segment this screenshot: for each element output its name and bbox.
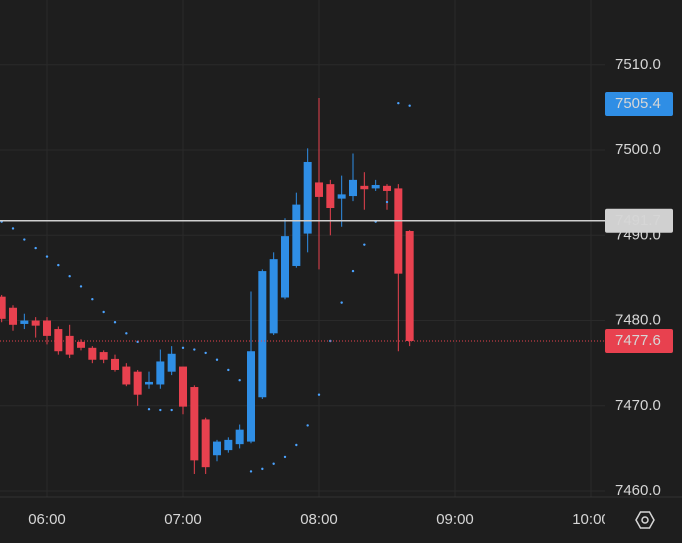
candle-body: [65, 335, 74, 355]
sar-dot: [23, 238, 26, 241]
sar-dot: [147, 407, 151, 411]
sar-dot: [385, 200, 389, 204]
sar-dot: [204, 351, 207, 355]
sar-dot: [170, 408, 173, 412]
sar-dot: [11, 227, 15, 230]
candle-body: [292, 204, 301, 266]
candle-body: [258, 271, 267, 398]
x-tick-label: 08:00: [300, 511, 338, 528]
price-label-box: [605, 208, 673, 233]
candle-body: [383, 185, 391, 191]
sar-dot: [340, 301, 343, 304]
candle-body: [133, 371, 142, 395]
candle-body: [213, 441, 221, 456]
candle-body: [99, 352, 108, 360]
y-tick-label: 7500.0: [615, 141, 661, 158]
sar-dot: [34, 246, 37, 250]
candle-body: [54, 329, 63, 352]
candle-body: [0, 296, 6, 319]
sar-dot: [181, 346, 185, 350]
x-tick-label: 06:00: [28, 511, 66, 528]
candle-body: [31, 320, 40, 326]
sar-dot: [193, 348, 196, 351]
price-label: 7491.7: [615, 212, 661, 229]
sar-dot: [45, 255, 49, 258]
candle-body: [88, 347, 97, 360]
sar-dot: [102, 310, 105, 314]
x-tick-label: 09:00: [436, 511, 474, 528]
candle-body: [405, 231, 414, 341]
candle-body: [201, 419, 210, 468]
candle-body: [9, 307, 17, 325]
x-tick-label: 07:00: [164, 511, 202, 528]
hexagon-icon: [635, 511, 655, 529]
price-label: 7477.6: [615, 332, 661, 349]
price-label-box: [605, 92, 673, 117]
sar-dot: [79, 285, 83, 288]
plot-area: 06:00 07:00 08:00 09:00 10:00: [0, 98, 610, 528]
candle-body: [326, 184, 335, 209]
x-tick-label: 10:00: [572, 511, 610, 528]
candle-body: [20, 320, 29, 324]
sar-dot: [68, 275, 71, 278]
sar-dot: [306, 424, 309, 427]
sar-dot: [238, 379, 241, 382]
candle-body: [371, 184, 380, 189]
sar-dot: [363, 243, 366, 246]
price-label-box: [605, 328, 673, 353]
candle-body: [281, 236, 289, 298]
sar-dot: [159, 408, 162, 412]
sar-dot: [227, 368, 230, 372]
candle-body: [43, 320, 51, 336]
candle-body: [190, 387, 199, 461]
sar-dot: [295, 443, 298, 447]
sar-dot: [397, 101, 400, 105]
grid: [0, 0, 682, 498]
candle-body: [247, 351, 255, 442]
y-tick-label: 7460.0: [615, 482, 661, 499]
y-tick-label: 7470.0: [615, 397, 661, 414]
icon-center: [641, 516, 649, 524]
sar-dot: [125, 332, 128, 335]
candle-body: [235, 429, 244, 445]
sar-dot: [215, 358, 219, 361]
candle-body: [122, 366, 131, 385]
candle-body: [156, 361, 165, 385]
sar-dot: [408, 104, 411, 107]
price-axis: 7460.07470.07480.07490.07500.07510.07491…: [605, 56, 673, 499]
sar-dot: [91, 298, 94, 301]
sar-dot: [272, 462, 275, 465]
candle-body: [111, 358, 119, 370]
candle-body: [224, 439, 233, 451]
sar-dot: [261, 467, 264, 471]
sar-dot: [113, 321, 117, 324]
candle-body: [315, 182, 323, 197]
sar-dot: [57, 263, 60, 267]
sar-dot: [351, 269, 355, 273]
sar-dot: [317, 393, 321, 396]
candle-body: [77, 341, 85, 348]
candle-body: [360, 185, 369, 190]
candle-body: [167, 353, 176, 372]
y-tick-label: 7510.0: [615, 56, 661, 73]
candle-body: [145, 381, 153, 385]
candle-body: [179, 366, 187, 407]
settings-button[interactable]: [635, 511, 655, 529]
y-tick-label: 7480.0: [615, 312, 661, 329]
price-label: 7505.4: [615, 95, 661, 112]
sar-dot: [249, 470, 253, 473]
sar-dot: [283, 455, 287, 459]
candle-body: [303, 161, 312, 234]
candle-body: [269, 259, 278, 334]
candle-body: [337, 194, 346, 199]
candle-body: [394, 188, 403, 274]
candle-body: [349, 179, 357, 197]
